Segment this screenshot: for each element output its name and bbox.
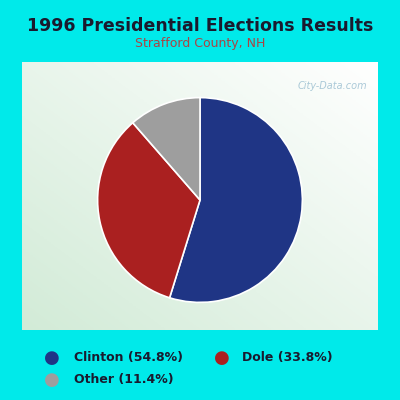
Wedge shape [98,123,200,298]
Text: ●: ● [44,349,60,367]
Text: City-Data.com: City-Data.com [298,81,367,91]
Text: Other (11.4%): Other (11.4%) [74,374,174,386]
Text: ●: ● [44,371,60,389]
Text: 1996 Presidential Elections Results: 1996 Presidential Elections Results [27,17,373,35]
Text: Clinton (54.8%): Clinton (54.8%) [74,352,183,364]
Text: Strafford County, NH: Strafford County, NH [135,37,265,50]
Wedge shape [133,98,200,200]
Text: ●: ● [214,349,230,367]
Text: Dole (33.8%): Dole (33.8%) [242,352,333,364]
Wedge shape [170,98,302,302]
